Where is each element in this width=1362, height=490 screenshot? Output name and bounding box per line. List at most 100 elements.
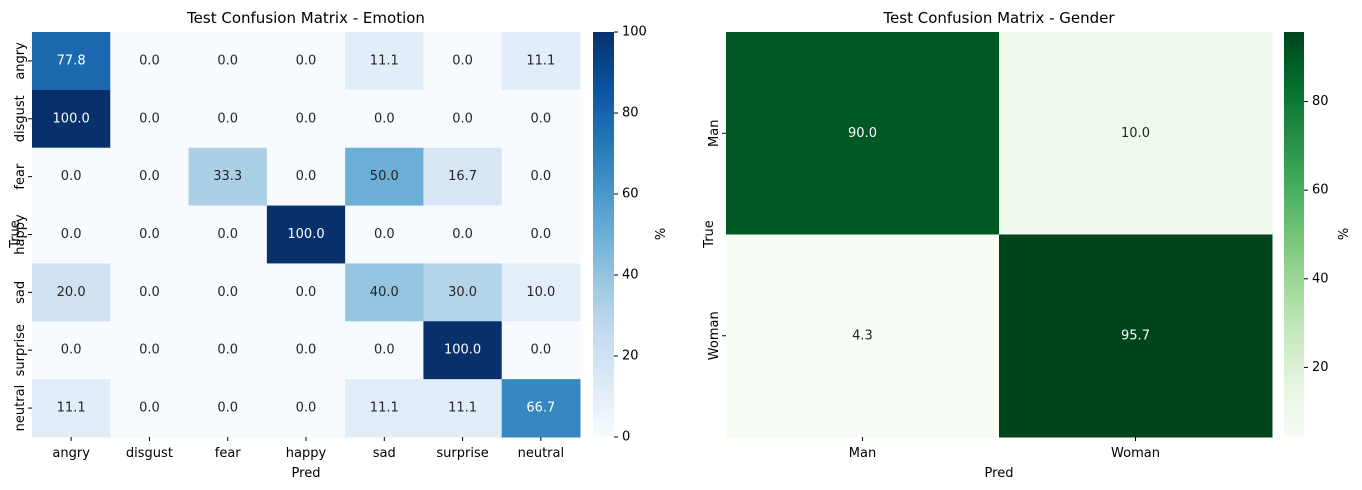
cell-value-label: 0.0 [452, 227, 473, 242]
colorbar-tick-label: 20 [1312, 360, 1329, 375]
heatmap-cell [110, 263, 190, 322]
heatmap-cell [32, 379, 111, 438]
heatmap-cell [423, 89, 503, 149]
cell-value-label: 0.0 [217, 285, 238, 300]
heatmap-cell [188, 32, 268, 91]
colorbar-tick-label: 60 [1312, 183, 1329, 198]
cell-value-label: 20.0 [57, 285, 86, 300]
cell-value-label: 0.0 [296, 343, 317, 358]
colorbar-tick-label: 80 [622, 106, 639, 121]
cell-value-label: 0.0 [374, 111, 395, 126]
colorbar: 20 40 60 80 [1284, 32, 1329, 437]
y-axis-label: True [702, 220, 717, 249]
heatmap-cell [345, 205, 424, 264]
heatmap-cell [110, 205, 190, 264]
heatmap-cell [266, 321, 346, 380]
heatmap-cell [726, 32, 1000, 235]
y-tick-label: sad [13, 281, 28, 304]
cell-value-label: 0.0 [217, 53, 238, 68]
heatmap-cell [345, 263, 424, 322]
colorbar-tick-label: 20 [622, 349, 639, 364]
heatmap-cell [32, 89, 111, 149]
heatmap-cell [345, 379, 424, 438]
heatmap-cell [188, 321, 268, 380]
colorbar-gradient [593, 32, 614, 437]
cell-value-label: 0.0 [452, 111, 473, 126]
cell-value-label: 0.0 [61, 169, 82, 184]
cell-value-label: 0.0 [452, 53, 473, 68]
cell-value-label: 30.0 [448, 285, 477, 300]
cell-value-label: 11.1 [526, 53, 555, 68]
heatmap-cell [726, 234, 1000, 438]
heatmap-cell [188, 147, 268, 207]
cell-value-label: 0.0 [139, 169, 160, 184]
y-tick-label: Man [707, 120, 722, 147]
cell-value-label: 0.0 [61, 343, 82, 358]
chart-title: Test Confusion Matrix - Emotion [186, 9, 425, 27]
heatmap-cell [501, 321, 581, 380]
heatmap-cell [110, 379, 190, 438]
cell-value-label: 0.0 [531, 343, 552, 358]
heatmap-cell [188, 89, 268, 149]
heatmap-cell [32, 205, 111, 264]
heatmap-cells: 90.0 10.0 4.3 95.7 [726, 32, 1273, 438]
colorbar-label: % [654, 228, 669, 240]
cell-value-label: 0.0 [374, 227, 395, 242]
heatmap-cell [32, 263, 111, 322]
x-axis-label: Pred [292, 466, 321, 481]
cell-value-label: 11.1 [448, 401, 477, 416]
colorbar-tick-label: 0 [622, 430, 630, 445]
cell-value-label: 4.3 [852, 328, 873, 343]
cell-value-label: 90.0 [848, 126, 877, 141]
colorbar-tick-label: 40 [1312, 271, 1329, 286]
heatmap-cell [345, 32, 424, 91]
heatmap-cell [266, 147, 346, 207]
heatmap-cell [266, 89, 346, 149]
heatmap-cell [345, 89, 424, 149]
cell-value-label: 0.0 [217, 111, 238, 126]
chart-title: Test Confusion Matrix - Gender [882, 9, 1115, 27]
gender-confusion-matrix: Test Confusion Matrix - Gender 90.0 10.0 4… [702, 9, 1352, 481]
heatmap-cell [345, 147, 424, 207]
heatmap-cell [345, 321, 424, 380]
cell-value-label: 0.0 [296, 169, 317, 184]
heatmap-cell [110, 89, 190, 149]
heatmap-cell [188, 263, 268, 322]
cell-value-label: 100.0 [287, 227, 324, 242]
cell-value-label: 0.0 [139, 53, 160, 68]
cell-value-label: 0.0 [296, 285, 317, 300]
emotion-confusion-matrix: Test Confusion Matrix - Emotion 77.8 0.0 0… [8, 9, 669, 481]
heatmap-cell [188, 205, 268, 264]
heatmap-cell [32, 321, 111, 380]
cell-value-label: 11.1 [370, 401, 399, 416]
heatmap-cell [999, 234, 1273, 438]
heatmap-cell [423, 205, 503, 264]
x-tick-label: surprise [436, 446, 488, 461]
heatmap-cell [501, 89, 581, 149]
heatmap-cell [501, 32, 581, 91]
cell-value-label: 10.0 [526, 285, 555, 300]
heatmap-cell [501, 379, 581, 438]
heatmap-cell [501, 205, 581, 264]
heatmap-cell [110, 32, 190, 91]
y-axis-label: True [8, 220, 23, 249]
x-tick-label: disgust [126, 446, 173, 461]
cell-value-label: 0.0 [139, 401, 160, 416]
cell-value-label: 0.0 [217, 227, 238, 242]
cell-value-label: 0.0 [217, 401, 238, 416]
cell-value-label: 10.0 [1121, 126, 1150, 141]
colorbar-tick-label: 60 [622, 187, 639, 202]
heatmap-cell [501, 263, 581, 322]
heatmap-cell [423, 379, 503, 438]
cell-value-label: 0.0 [139, 285, 160, 300]
cell-value-label: 100.0 [53, 111, 90, 126]
cell-value-label: 0.0 [139, 111, 160, 126]
colorbar-tick-label: 100 [622, 25, 647, 40]
cell-value-label: 16.7 [448, 169, 477, 184]
y-tick-label: surprise [13, 324, 28, 376]
heatmap-cell [266, 205, 346, 264]
x-tick-label: happy [286, 446, 327, 461]
cell-value-label: 0.0 [217, 343, 238, 358]
heatmap-cell [423, 32, 503, 91]
